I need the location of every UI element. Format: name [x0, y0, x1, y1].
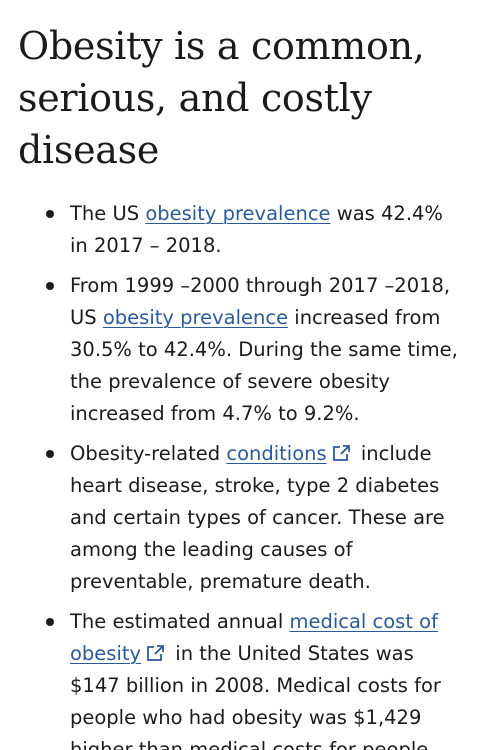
- bullet-list: The US obesity prevalence was 42.4% in 2…: [0, 198, 478, 750]
- link[interactable]: obesity prevalence: [102, 306, 289, 329]
- text: From 1999 –2000 through 2017 –2018, US: [70, 274, 451, 329]
- text: The US: [70, 202, 140, 225]
- link[interactable]: conditions: [226, 442, 327, 465]
- text: in the United States was $147 billion in…: [70, 642, 441, 750]
- list-item: The estimated annual medical cost of obe…: [46, 606, 466, 750]
- list-item: The US obesity prevalence was 42.4% in 2…: [46, 198, 466, 262]
- text: was 42.4% in 2017 – 2018.: [70, 202, 443, 257]
- external-link-icon[interactable]: [145, 644, 165, 662]
- text: The estimated annual: [70, 610, 284, 633]
- external-link-icon[interactable]: [331, 444, 351, 462]
- list-item: From 1999 –2000 through 2017 –2018, US o…: [46, 270, 466, 430]
- list-item: Obesity-related conditions include heart…: [46, 438, 466, 598]
- link[interactable]: obesity prevalence: [145, 202, 331, 225]
- text: include heart disease, stroke, type 2 di…: [70, 442, 445, 593]
- text: Obesity-related: [70, 442, 221, 465]
- link[interactable]: medical cost of obesity: [70, 610, 438, 665]
- text: increased from 30.5% to 42.4%. During th…: [70, 306, 458, 425]
- heading: Obesity is a common, serious, and costly…: [18, 24, 425, 172]
